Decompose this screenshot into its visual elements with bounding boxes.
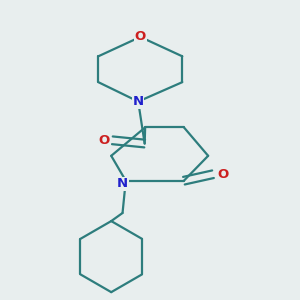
Text: O: O [135,30,146,44]
Text: N: N [117,177,128,190]
Text: O: O [99,134,110,147]
Text: O: O [217,168,228,181]
Text: N: N [133,95,144,108]
